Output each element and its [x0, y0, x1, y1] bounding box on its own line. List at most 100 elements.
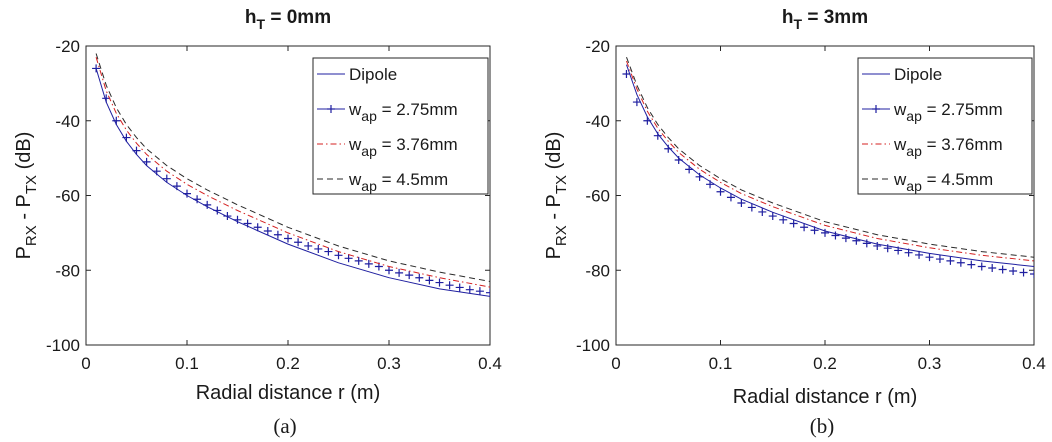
data-point-marker — [294, 238, 303, 247]
y-tick-label: -80 — [585, 261, 610, 280]
legend-label-rest: = 4.5mm — [922, 170, 993, 189]
data-point-marker — [233, 215, 242, 224]
series-line — [95, 53, 490, 282]
data-point-marker — [475, 287, 484, 296]
data-point-marker — [385, 266, 393, 275]
legend-label-main: w — [348, 100, 362, 119]
y-tick-label: -80 — [55, 261, 80, 280]
legend-label-main: Dipole — [894, 65, 942, 84]
data-point-marker — [314, 244, 323, 253]
data-point-marker — [706, 180, 715, 189]
data-point-marker — [1030, 269, 1034, 278]
y-label-sub-tx: TX — [553, 175, 570, 194]
data-point-marker — [405, 271, 414, 280]
data-point-marker — [800, 223, 809, 232]
y-label-unit: (dB) — [543, 132, 565, 175]
data-point-marker — [747, 203, 756, 212]
y-tick-label: -60 — [55, 187, 80, 206]
data-point-marker — [142, 157, 151, 166]
y-axis-label: PRX - PTX (dB) — [13, 132, 40, 260]
data-point-marker — [1019, 268, 1028, 277]
data-point-marker — [334, 251, 343, 260]
legend-label: wap = 4.5mm — [893, 170, 993, 194]
x-tick-label: 0.1 — [709, 354, 733, 373]
data-point-marker — [674, 155, 683, 164]
chart-title-main: h — [782, 7, 794, 28]
data-point-marker — [935, 255, 944, 264]
series-w-ap-2-75mm — [92, 64, 490, 297]
legend-label-main: w — [348, 170, 362, 189]
legend-label-main: w — [893, 135, 907, 154]
chart-title: hT = 0mm — [245, 7, 331, 32]
data-point-marker — [162, 174, 171, 183]
y-axis-label: PRX - PTX (dB) — [543, 132, 570, 260]
data-point-marker — [435, 278, 444, 287]
data-point-marker — [831, 231, 840, 240]
x-tick-label: 0 — [81, 354, 90, 373]
legend-label: wap = 2.75mm — [893, 100, 1003, 124]
data-point-marker — [223, 212, 232, 221]
data-point-marker — [810, 226, 819, 235]
data-point-marker — [779, 215, 788, 224]
y-label-p: P — [13, 246, 35, 259]
legend-label: Dipole — [894, 65, 942, 84]
data-point-marker — [465, 285, 474, 294]
data-point-marker — [344, 254, 353, 263]
data-point-marker — [132, 146, 141, 155]
data-point-marker — [904, 248, 913, 257]
data-point-marker — [841, 234, 850, 243]
data-point-marker — [284, 234, 292, 243]
legend-label-sub: ap — [361, 178, 377, 194]
legend-label: Dipole — [349, 65, 397, 84]
data-point-marker — [894, 246, 903, 255]
legend-item: wap = 4.5mm — [862, 170, 993, 194]
data-point-marker — [977, 262, 986, 271]
data-point-marker — [653, 131, 662, 140]
legend-label: wap = 3.76mm — [893, 135, 1003, 159]
data-point-marker — [364, 259, 373, 268]
legend-label-rest: = 4.5mm — [377, 170, 448, 189]
y-label-sub-tx: TX — [23, 175, 40, 194]
data-point-marker — [102, 94, 111, 103]
data-point-marker — [622, 70, 631, 79]
data-point-marker — [415, 273, 424, 282]
series-w-ap-2-75mm — [622, 70, 1034, 278]
panel-caption: (b) — [810, 414, 835, 438]
data-point-marker — [632, 98, 641, 107]
chart-title-rest: = 3mm — [802, 7, 868, 28]
data-point-marker — [425, 276, 434, 285]
series-w-ap-4-5mm — [95, 53, 490, 282]
data-point-marker — [737, 198, 746, 207]
data-point-marker — [852, 236, 861, 245]
series-w-ap-3-76mm — [626, 60, 1034, 262]
data-point-marker — [455, 283, 464, 292]
y-tick-label: -100 — [576, 336, 610, 355]
data-point-marker — [988, 264, 997, 273]
data-point-marker — [112, 116, 121, 125]
data-point-marker — [92, 64, 101, 73]
data-point-marker — [643, 116, 652, 125]
legend-item: wap = 3.76mm — [862, 135, 1003, 159]
series-line — [626, 60, 1034, 262]
x-tick-label: 0.3 — [918, 354, 942, 373]
legend-swatch-marker — [872, 105, 880, 113]
legend-label: wap = 2.75mm — [348, 100, 458, 124]
series-line — [626, 57, 1034, 258]
legend-label: wap = 3.76mm — [348, 135, 458, 159]
data-point-marker — [152, 167, 161, 176]
legend-label-sub: ap — [906, 108, 922, 124]
data-point-marker — [172, 182, 181, 191]
data-point-marker — [193, 195, 202, 204]
series-w-ap-4-5mm — [626, 57, 1034, 258]
legend-item: wap = 2.75mm — [317, 100, 458, 124]
data-point-marker — [726, 193, 735, 202]
chart-title-rest: = 0mm — [265, 7, 331, 28]
y-tick-label: -60 — [585, 187, 610, 206]
data-point-marker — [789, 219, 798, 228]
data-point-marker — [716, 187, 725, 196]
x-tick-label: 0.1 — [175, 354, 199, 373]
x-axis-label: Radial distance r (m) — [733, 386, 918, 408]
